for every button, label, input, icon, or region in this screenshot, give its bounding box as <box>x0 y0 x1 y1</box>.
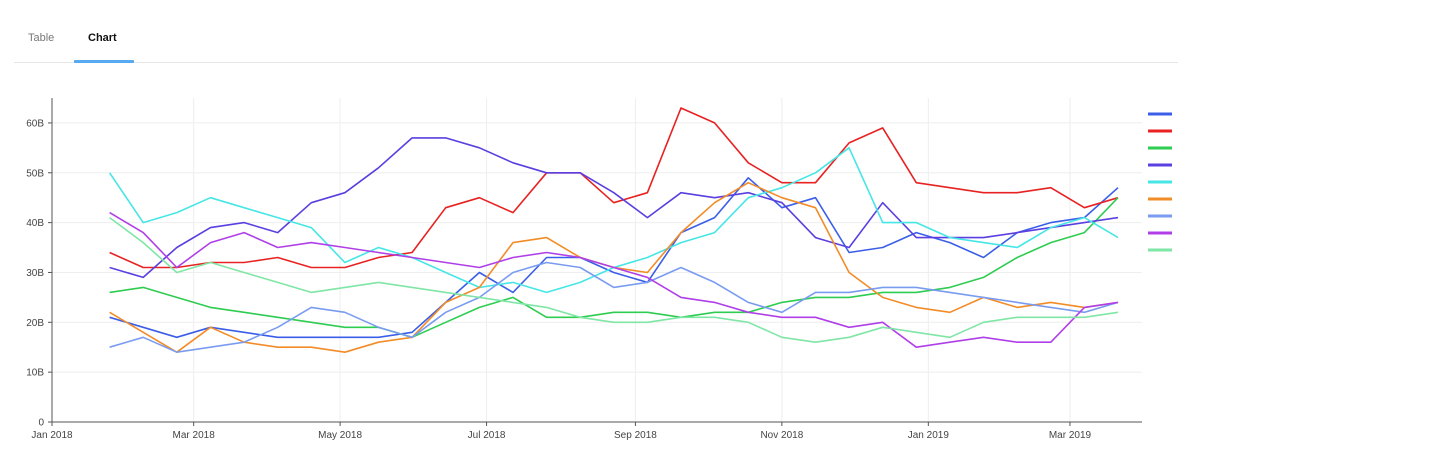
series-line-9 <box>109 216 1119 344</box>
series-line-7 <box>109 261 1119 354</box>
active-tab-indicator <box>74 60 134 63</box>
x-tick-label: Jan 2019 <box>908 430 950 441</box>
series-line-3 <box>109 197 1119 339</box>
axes: Jan 2018 Mar 2018 May 2018 Jul 2018 Sep 2018… <box>26 98 1142 441</box>
series-line-2 <box>109 107 1119 269</box>
grid <box>51 98 1142 423</box>
x-tick-label: Mar 2018 <box>173 430 216 441</box>
y-tick-label: 20B <box>26 318 44 329</box>
x-tick-label: Mar 2019 <box>1049 430 1092 441</box>
y-tick-label: 0 <box>38 418 44 429</box>
x-tick-label: Sep 2018 <box>614 430 657 441</box>
x-tick-label: Jul 2018 <box>468 430 506 441</box>
series-line-5 <box>108 147 1119 294</box>
x-tick-label: May 2018 <box>318 430 362 441</box>
series-line-1 <box>109 177 1119 339</box>
y-tick-label: 40B <box>26 218 44 229</box>
series-line-4 <box>109 137 1119 279</box>
x-tick-label: Jan 2018 <box>31 430 73 441</box>
series-line-8 <box>109 211 1119 349</box>
view-tabs: Table Chart <box>14 22 1178 63</box>
tab-chart[interactable]: Chart <box>88 32 117 44</box>
series-lines <box>108 107 1119 354</box>
y-tick-label: 60B <box>26 118 44 129</box>
y-tick-label: 50B <box>26 168 44 179</box>
y-tick-label: 30B <box>26 268 44 279</box>
y-tick-label: 10B <box>26 368 44 379</box>
x-tick-label: Nov 2018 <box>760 430 803 441</box>
tab-table[interactable]: Table <box>28 32 55 44</box>
legend <box>1148 112 1172 252</box>
